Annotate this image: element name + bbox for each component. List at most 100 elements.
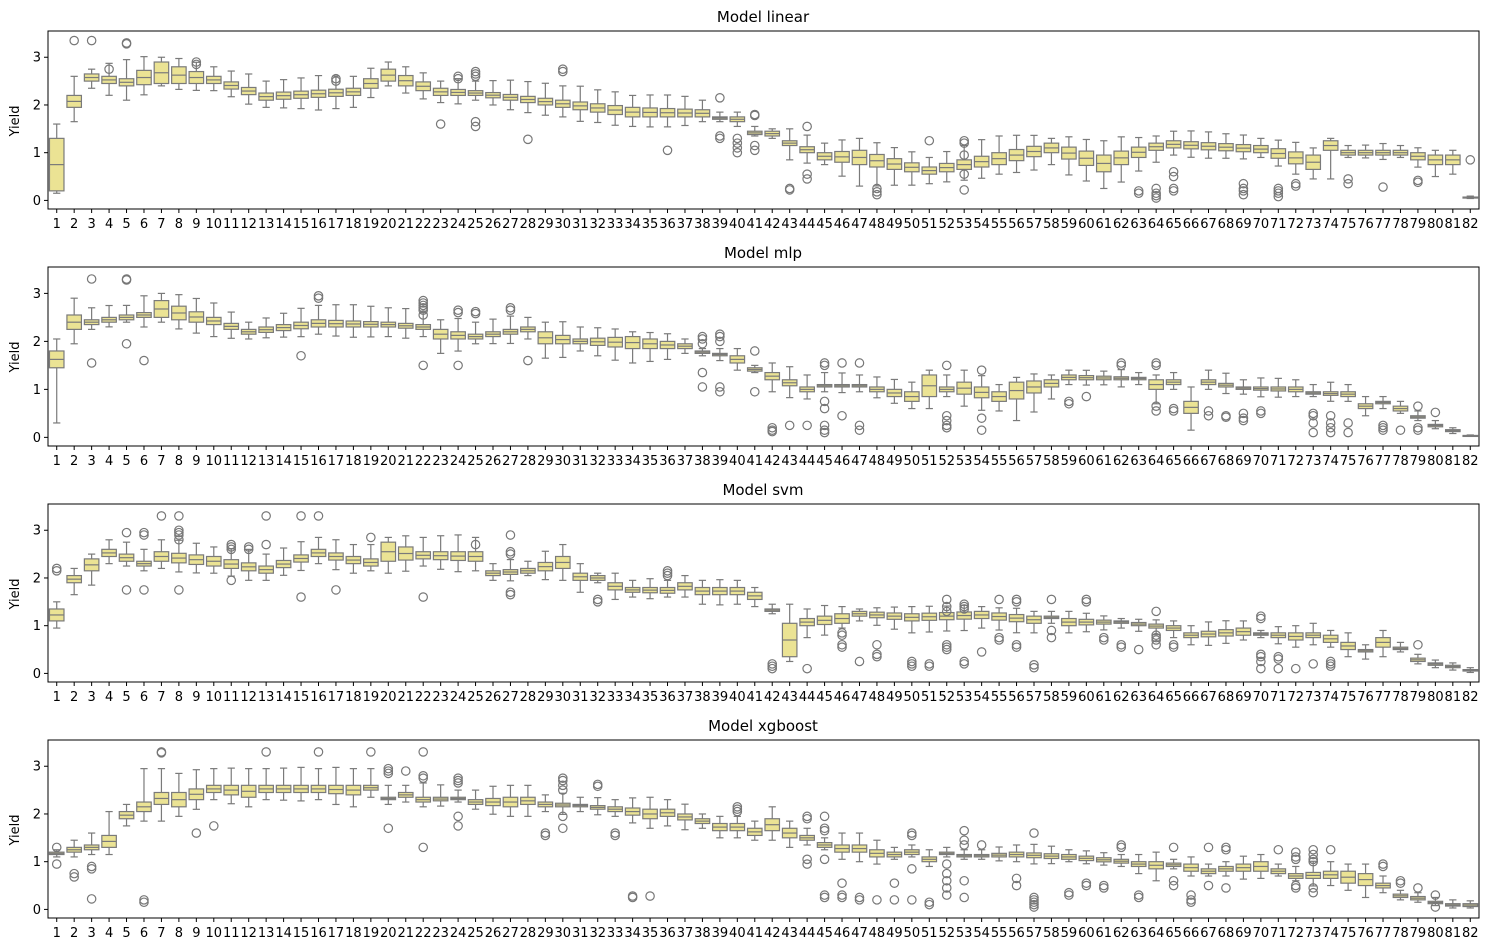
- outlier-point: [558, 775, 568, 786]
- outlier-point: [1308, 408, 1319, 419]
- outlier-point: [470, 69, 481, 79]
- x-tick-label: 1: [53, 217, 61, 232]
- x-tick-label: 62: [1113, 217, 1130, 232]
- x-tick-label: 43: [781, 217, 798, 232]
- box-82: [1462, 195, 1479, 200]
- outlier-point: [86, 894, 97, 904]
- x-tick-label: 69: [1235, 926, 1252, 941]
- box-64: [1148, 135, 1165, 163]
- outlier-point: [819, 427, 830, 438]
- box-3: [83, 68, 100, 89]
- box-81: [1444, 149, 1461, 175]
- box-47: [851, 137, 868, 187]
- box-15: [293, 541, 309, 572]
- outlier-point: [1011, 594, 1022, 605]
- outlier-point: [540, 828, 551, 838]
- outlier-point: [1116, 842, 1127, 853]
- box-6: [136, 768, 152, 822]
- outlier-point: [1203, 406, 1214, 416]
- x-tick-label: 81: [1445, 690, 1462, 705]
- outlier-point: [1256, 408, 1266, 419]
- box-75: [1340, 632, 1356, 658]
- x-tick-label: 33: [607, 454, 624, 469]
- box-73: [1305, 383, 1322, 398]
- x-tick-label: 52: [938, 454, 955, 469]
- box-60: [1078, 138, 1095, 182]
- x-tick-label: 29: [537, 454, 554, 469]
- x-tick-label: 18: [345, 217, 362, 232]
- box-39: [712, 111, 728, 123]
- box-75: [1340, 863, 1356, 891]
- x-tick-label: 25: [467, 690, 484, 705]
- x-tick-label: 68: [1218, 926, 1235, 941]
- box-55: [991, 846, 1007, 862]
- outlier-point: [837, 639, 847, 650]
- outlier-point: [1151, 360, 1161, 371]
- x-tick-label: 1: [53, 926, 61, 941]
- outlier-point: [1029, 895, 1039, 905]
- box-28: [520, 784, 536, 817]
- x-tick-label: 8: [175, 926, 183, 941]
- x-tick-label: 38: [694, 454, 711, 469]
- x-tick-label: 54: [973, 926, 990, 941]
- box-48: [869, 839, 885, 865]
- box-45: [816, 604, 833, 636]
- box-8: [171, 57, 187, 90]
- box-30: [554, 543, 571, 581]
- outlier-point: [1308, 427, 1319, 438]
- outlier-point: [645, 891, 655, 901]
- outlier-point: [1203, 842, 1214, 853]
- outlier-point: [1413, 639, 1423, 650]
- box-70: [1253, 137, 1269, 159]
- box-79: [1410, 653, 1426, 665]
- x-tick-label: 22: [415, 217, 432, 232]
- outlier-point: [837, 642, 847, 652]
- outlier-point: [802, 169, 812, 179]
- outlier-point: [1343, 174, 1353, 184]
- outlier-point: [470, 306, 481, 317]
- x-tick-label: 50: [904, 454, 921, 469]
- x-tick-label: 75: [1340, 454, 1357, 469]
- box-65: [1165, 858, 1182, 870]
- outlier-point: [1325, 656, 1336, 667]
- outlier-point: [1413, 883, 1423, 893]
- x-tick-label: 73: [1305, 926, 1322, 941]
- x-tick-label: 56: [1008, 690, 1025, 705]
- outlier-point: [156, 511, 167, 521]
- x-tick-label: 56: [1008, 454, 1025, 469]
- x-tick-label: 81: [1445, 926, 1462, 941]
- outlier-point: [470, 66, 481, 77]
- box-30: [554, 792, 571, 816]
- outlier-point: [1046, 632, 1057, 643]
- box-64: [1148, 374, 1165, 405]
- outlier-point: [941, 868, 952, 879]
- x-tick-label: 47: [851, 217, 868, 232]
- box-18: [345, 304, 362, 338]
- box-3: [83, 307, 100, 330]
- x-tick-label: 5: [122, 217, 130, 232]
- box-12: [240, 548, 257, 581]
- x-tick-label: 21: [397, 926, 414, 941]
- box-77: [1375, 142, 1391, 161]
- x-tick-label: 23: [432, 217, 449, 232]
- x-tick-label: 4: [105, 454, 113, 469]
- box-59: [1061, 610, 1077, 634]
- box-25: [467, 536, 484, 572]
- outlier-point: [1151, 188, 1161, 199]
- x-tick-label: 29: [537, 217, 554, 232]
- outlier-point: [767, 659, 778, 669]
- x-tick-label: 61: [1096, 217, 1113, 232]
- box-38: [694, 347, 711, 357]
- outlier-point: [226, 575, 237, 586]
- x-tick-label: 73: [1305, 217, 1322, 232]
- box-66: [1183, 856, 1199, 877]
- outlier-point: [1395, 875, 1406, 886]
- x-tick-label: 46: [834, 454, 851, 469]
- x-tick-label: 27: [502, 926, 519, 941]
- outlier-point: [732, 133, 743, 144]
- x-tick-label: 8: [175, 217, 183, 232]
- outlier-point: [261, 747, 271, 757]
- outlier-point: [1098, 632, 1109, 643]
- outlier-point: [802, 854, 812, 865]
